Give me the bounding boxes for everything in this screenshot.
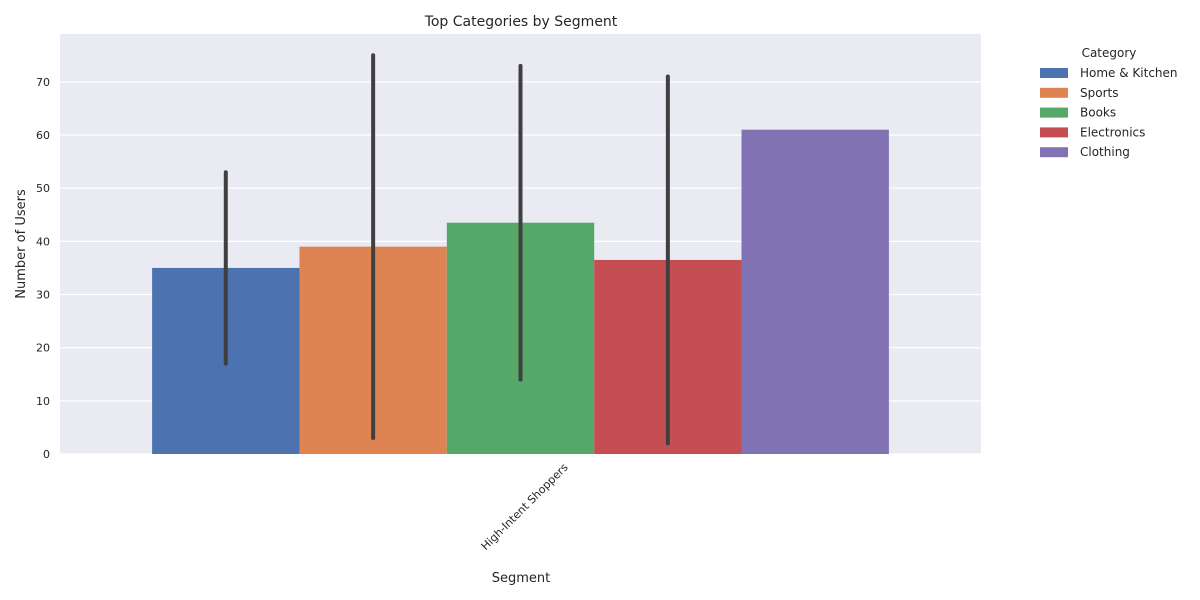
chart-title: Top Categories by Segment xyxy=(424,14,618,30)
y-tick-label: 40 xyxy=(36,235,50,248)
y-tick-label: 70 xyxy=(36,76,50,89)
legend-label: Home & Kitchen xyxy=(1080,66,1178,80)
legend-swatch xyxy=(1040,107,1068,118)
x-tick-label: High-Intent Shoppers xyxy=(479,461,571,553)
y-axis-label: Number of Users xyxy=(14,189,29,299)
y-tick-label: 50 xyxy=(36,182,50,195)
legend-label: Books xyxy=(1080,106,1116,120)
x-axis-ticks: High-Intent Shoppers xyxy=(479,461,571,553)
legend: Category Home & Kitchen Sports Books Electr… xyxy=(1040,46,1178,159)
bar xyxy=(741,129,889,454)
legend-title: Category xyxy=(1082,46,1137,60)
legend-label: Electronics xyxy=(1080,125,1145,139)
error-bars xyxy=(223,53,670,446)
y-tick-label: 30 xyxy=(36,289,50,302)
y-tick-label: 0 xyxy=(43,448,50,461)
x-axis-label: Segment xyxy=(492,571,551,586)
legend-label: Sports xyxy=(1080,86,1118,100)
y-tick-label: 60 xyxy=(36,129,50,142)
legend-swatch xyxy=(1040,147,1068,158)
legend-swatch xyxy=(1040,68,1068,78)
legend-label: Clothing xyxy=(1080,145,1130,159)
legend-swatch xyxy=(1040,127,1068,138)
y-tick-label: 20 xyxy=(36,342,50,355)
y-axis-ticks: 0 10 20 30 40 50 60 70 xyxy=(36,76,50,461)
y-tick-label: 10 xyxy=(36,395,50,408)
legend-swatch xyxy=(1040,87,1068,98)
